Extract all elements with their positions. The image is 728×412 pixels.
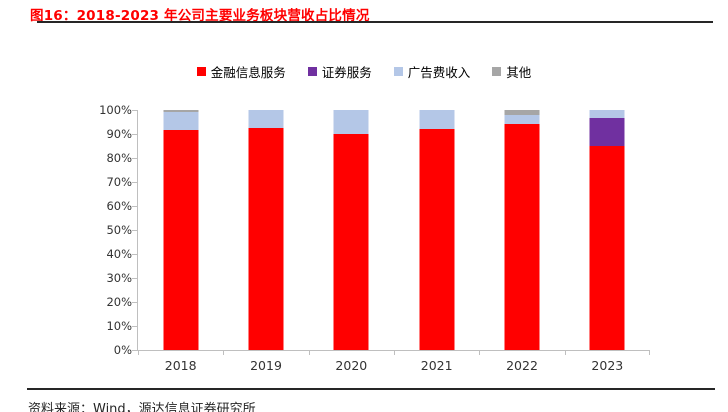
stacked-bar-2018 (163, 110, 199, 350)
y-axis-tick-mark (132, 254, 137, 255)
bar-segment-金融信息服务 (504, 123, 540, 350)
y-axis-tick-label: 80% (106, 151, 132, 165)
stacked-bar-2022 (504, 110, 540, 350)
y-axis-tick-mark (132, 278, 137, 279)
bar-slot-2020 (309, 110, 394, 350)
stacked-bar-2019 (248, 110, 284, 350)
y-axis-tick-mark (132, 302, 137, 303)
y-axis-tick-label: 100% (99, 103, 132, 117)
y-axis-tick-mark (132, 134, 137, 135)
stacked-bar-chart: 100% 90% 80% 70% 60% 50% 40% 30% 20% 10% 0% 2018 201… (99, 104, 650, 373)
legend-swatch-icon (492, 67, 502, 76)
bar-slot-2019 (223, 110, 308, 350)
x-axis-tick-mark (308, 351, 310, 355)
x-axis-tick-mark (138, 351, 139, 355)
bar-segment-广告费收入 (163, 112, 199, 130)
legend-swatch-icon (307, 67, 317, 76)
legend-swatch-icon (393, 67, 403, 76)
x-axis-tick-mark (649, 351, 650, 355)
y-axis-tick-mark (132, 326, 137, 327)
legend-item-3: 其他 (492, 62, 531, 81)
stacked-bar-2021 (419, 110, 455, 350)
x-axis-tick-mark (394, 351, 395, 355)
bar-slot-2021 (394, 110, 479, 350)
y-axis-tick-mark (132, 230, 137, 231)
bar-segment-金融信息服务 (419, 128, 455, 350)
y-axis-tick-label: 30% (106, 271, 132, 285)
bar-segment-广告费收入 (333, 110, 369, 135)
bar-segment-金融信息服务 (589, 146, 625, 350)
legend-swatch-icon (196, 67, 206, 76)
stacked-bar-2023 (589, 110, 625, 350)
bottom-divider-line (27, 388, 715, 390)
legend-label: 其他 (506, 65, 532, 80)
legend-label: 证券服务 (321, 65, 372, 80)
legend-item-0: 金融信息服务 (196, 62, 286, 81)
y-axis-tick-label: 60% (106, 199, 132, 213)
x-axis-tick-mark (223, 351, 225, 355)
y-axis-tick-mark (132, 182, 137, 183)
bar-segment-金融信息服务 (248, 128, 284, 350)
bar-segment-其他 (504, 110, 540, 116)
bar-segment-广告费收入 (248, 110, 284, 128)
bar-slot-2018 (138, 110, 223, 350)
bar-segment-其他 (163, 110, 199, 113)
bar-slot-2023 (565, 110, 650, 350)
x-axis-category-label: 2019 (250, 358, 282, 373)
x-axis-category-label: 2020 (335, 358, 368, 373)
x-axis-category-label: 2022 (506, 358, 538, 373)
legend-item-2: 广告费收入 (393, 62, 471, 81)
y-axis-tick-label: 70% (106, 175, 132, 189)
y-axis-tick-label: 40% (106, 247, 132, 261)
y-axis-tick-mark (132, 206, 137, 207)
figure-title: 图16：2018-2023 年公司主要业务板块营收占比情况 (30, 8, 370, 24)
x-axis-tick-mark (564, 351, 566, 355)
y-axis-tick-label: 90% (106, 127, 132, 141)
bar-segment-广告费收入 (504, 115, 540, 124)
bar-segment-金融信息服务 (163, 129, 199, 350)
title-divider-line (37, 21, 713, 23)
bar-segment-证券服务 (589, 118, 625, 146)
bar-segment-金融信息服务 (333, 134, 369, 350)
x-axis-category-label: 2018 (164, 358, 197, 373)
stacked-bar-2020 (333, 110, 369, 350)
chart-legend: 金融信息服务 证券服务 广告费收入 其他 (0, 62, 728, 81)
bar-slot-2022 (479, 110, 564, 350)
bar-segment-广告费收入 (589, 110, 625, 119)
y-axis-tick-label: 0% (113, 343, 132, 357)
y-axis-tick-label: 10% (106, 319, 132, 333)
y-axis-tick-label: 50% (106, 223, 132, 237)
source-note: 资料来源：Wind，源达信息证券研究所 (28, 402, 256, 412)
x-axis-category-label: 2023 (591, 358, 624, 373)
legend-item-1: 证券服务 (307, 62, 372, 81)
y-axis-tick-label: 20% (106, 295, 132, 309)
legend-label: 广告费收入 (407, 65, 471, 80)
bar-segment-广告费收入 (419, 110, 455, 129)
y-axis-line (137, 110, 138, 350)
y-axis-tick-mark (132, 350, 137, 351)
x-axis-tick-mark (479, 351, 481, 355)
x-axis-category-label: 2021 (420, 358, 453, 373)
x-axis-line (137, 350, 650, 351)
y-axis-tick-mark (132, 158, 137, 159)
legend-label: 金融信息服务 (210, 65, 286, 80)
y-axis-tick-mark (132, 110, 137, 111)
